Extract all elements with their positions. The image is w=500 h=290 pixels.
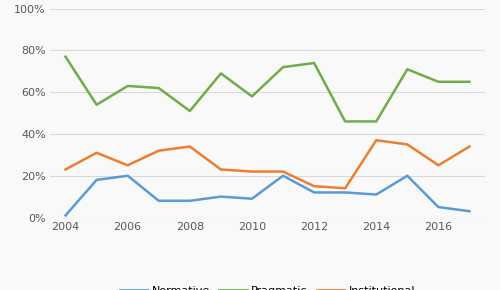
Legend: Normative, Pragmatic, Institutional: Normative, Pragmatic, Institutional: [115, 282, 420, 290]
